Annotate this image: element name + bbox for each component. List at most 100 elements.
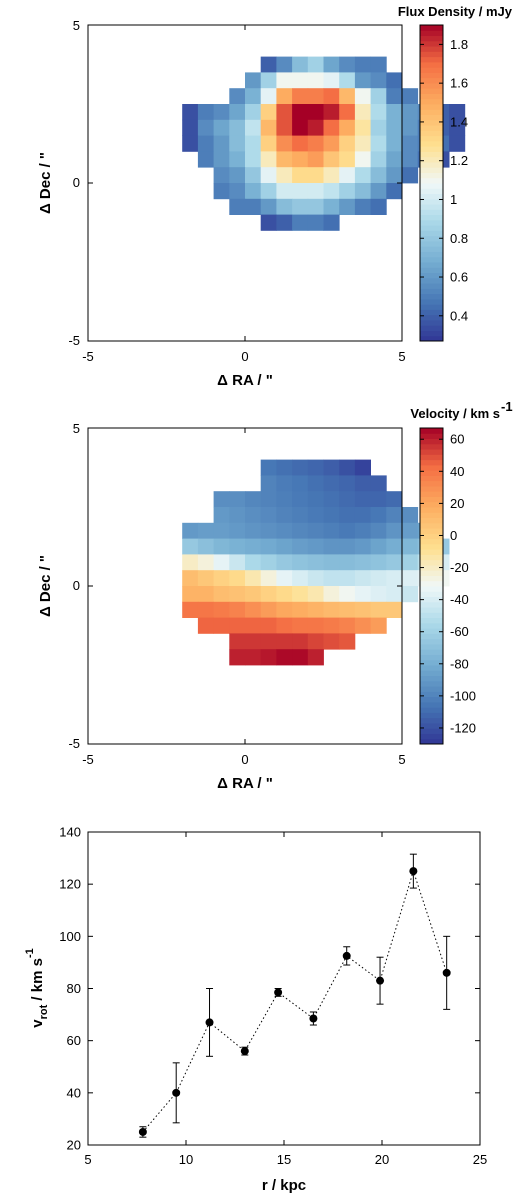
heatmap-cell <box>339 72 356 89</box>
heatmap-cell <box>370 522 387 539</box>
velocity-map-xtick-label: 5 <box>398 752 405 767</box>
heatmap-cell <box>323 554 340 571</box>
colorbar-segment <box>420 272 443 279</box>
y-tick-label: 140 <box>59 825 81 840</box>
colorbar-segment <box>420 246 443 252</box>
heatmap-cell <box>307 167 324 184</box>
heatmap-cell <box>370 491 387 508</box>
colorbar-segment <box>420 480 443 487</box>
heatmap-cell <box>339 56 356 73</box>
heatmap-cell <box>386 538 403 555</box>
heatmap-cell <box>323 214 340 231</box>
heatmap-cell <box>354 522 371 539</box>
heatmap-cell <box>307 570 324 587</box>
heatmap-cell <box>370 601 387 618</box>
heatmap-cell <box>245 570 262 587</box>
colorbar-segment <box>420 46 443 52</box>
heatmap-cell <box>260 214 277 231</box>
heatmap-cell <box>260 119 277 136</box>
flux-map-ylabel: Δ Dec / " <box>37 152 54 214</box>
colorbar-segment <box>420 146 443 152</box>
heatmap-cell <box>260 198 277 215</box>
colorbar-segment <box>420 707 443 713</box>
heatmap-cell <box>260 554 277 571</box>
heatmap-cell <box>276 475 293 492</box>
heatmap-cell <box>213 151 230 168</box>
heatmap-cell <box>260 459 277 476</box>
heatmap-cell <box>213 586 230 603</box>
heatmap-cell <box>292 633 309 650</box>
x-tick-label: 10 <box>179 1152 193 1167</box>
heatmap-cell <box>260 633 277 650</box>
colorbar-segment <box>420 459 443 466</box>
heatmap-cell <box>386 554 403 571</box>
heatmap-cell <box>260 570 277 587</box>
flux-map-xtick-label: 0 <box>241 349 248 364</box>
y-tick-label: 120 <box>59 877 81 892</box>
heatmap-cell <box>292 88 309 105</box>
velocity-map-ytick-label: 5 <box>73 421 80 436</box>
colorbar-segment <box>420 114 443 121</box>
heatmap-cell <box>260 167 277 184</box>
colorbar-segment <box>420 643 443 650</box>
heatmap-cell <box>402 507 419 524</box>
heatmap-cell <box>276 617 293 634</box>
heatmap-cell <box>260 538 277 555</box>
colorbar-segment <box>420 240 443 247</box>
colorbar-segment <box>420 235 443 242</box>
heatmap-cell <box>354 56 371 73</box>
y-tick-label: 80 <box>67 981 81 996</box>
colorbar-segment <box>420 30 443 37</box>
heatmap-cell <box>402 88 419 105</box>
series-line <box>142 869 448 1133</box>
colorbar-segment <box>420 733 443 740</box>
heatmap-cell <box>245 538 262 555</box>
heatmap-cell <box>386 72 403 89</box>
heatmap-cell <box>197 119 214 136</box>
heatmap-cell <box>292 119 309 136</box>
colorbar-segment <box>420 507 443 513</box>
heatmap-cell <box>354 167 371 184</box>
heatmap-cell <box>245 554 262 571</box>
heatmap-cell <box>197 570 214 587</box>
velocity-map-xtick-label: -5 <box>82 752 94 767</box>
colorbar-segment <box>420 633 443 640</box>
colorbar-segment <box>420 167 443 173</box>
colorbar-tick-label: 1.2 <box>450 153 468 168</box>
heatmap-cell <box>260 88 277 105</box>
heatmap-cell <box>354 198 371 215</box>
colorbar-segment <box>420 659 443 666</box>
heatmap-cell <box>307 104 324 121</box>
colorbar-segment <box>420 35 443 42</box>
heatmap-cell <box>276 214 293 231</box>
colorbar-segment <box>420 496 443 503</box>
heatmap-cell <box>182 586 199 603</box>
heatmap-cell <box>245 633 262 650</box>
heatmap-cell <box>276 119 293 136</box>
rotation-curve-xlabel: r / kpc <box>262 1177 306 1194</box>
heatmap-cell <box>339 507 356 524</box>
colorbar-segment <box>420 88 443 94</box>
colorbar-segment <box>420 680 443 687</box>
colorbar-tick-label: 0.6 <box>450 270 468 285</box>
heatmap-cell <box>307 214 324 231</box>
heatmap-cell <box>386 119 403 136</box>
heatmap-cell <box>229 633 246 650</box>
colorbar-segment <box>420 135 443 142</box>
colorbar-tick-label: 20 <box>450 496 464 511</box>
heatmap-cell <box>323 475 340 492</box>
y-tick-label: 60 <box>67 1033 81 1048</box>
heatmap-cell <box>213 167 230 184</box>
colorbar-segment <box>420 433 443 440</box>
velocity-map-ytick-label: 0 <box>73 578 80 593</box>
colorbar-tick-label: -60 <box>450 624 469 639</box>
heatmap-cell <box>323 72 340 89</box>
heatmap-cell <box>370 183 387 200</box>
colorbar-segment <box>420 628 443 634</box>
heatmap-cell <box>182 119 199 136</box>
colorbar-segment <box>420 72 443 79</box>
colorbar-tick-label: 0 <box>450 528 457 543</box>
colorbar-segment <box>420 470 443 476</box>
heatmap-cell <box>229 119 246 136</box>
colorbar-segment <box>420 517 443 524</box>
